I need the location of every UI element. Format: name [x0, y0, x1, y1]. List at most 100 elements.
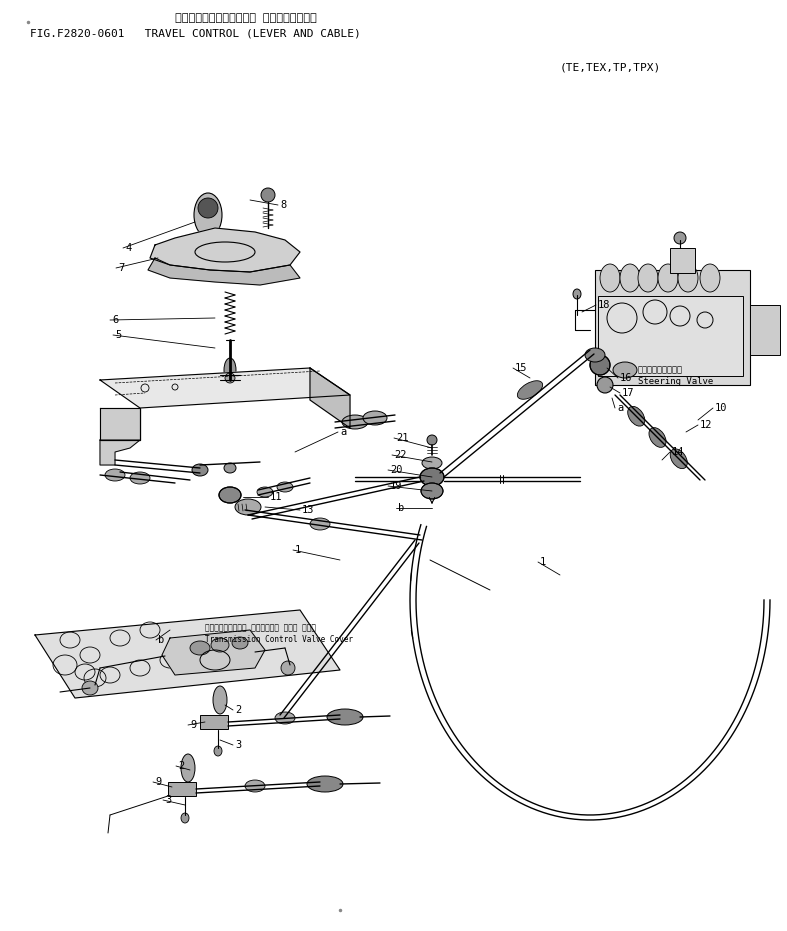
Bar	[670, 248, 695, 273]
Polygon shape	[162, 630, 265, 675]
Ellipse shape	[310, 518, 330, 530]
Ellipse shape	[590, 355, 610, 375]
Polygon shape	[310, 368, 350, 428]
Text: 14: 14	[672, 447, 685, 457]
Ellipse shape	[628, 407, 645, 426]
Bar	[595, 270, 750, 385]
Ellipse shape	[342, 415, 368, 429]
Ellipse shape	[130, 472, 150, 484]
Text: ステアリングバルブ: ステアリングバルブ	[638, 366, 683, 374]
Ellipse shape	[421, 483, 443, 499]
Text: 1: 1	[295, 545, 301, 555]
Text: Transmission Control Valve Cover: Transmission Control Valve Cover	[205, 636, 353, 644]
Ellipse shape	[613, 362, 637, 378]
Bar	[168, 782, 196, 796]
Text: (TE,TEX,TP,TPX): (TE,TEX,TP,TPX)	[560, 63, 661, 73]
Ellipse shape	[277, 482, 293, 492]
Text: a: a	[617, 403, 623, 413]
Ellipse shape	[105, 469, 125, 481]
Text: a: a	[340, 427, 346, 437]
Text: ソワコントロール（レバー オヨビケーブル）: ソワコントロール（レバー オヨビケーブル）	[175, 13, 316, 23]
Text: 6: 6	[112, 315, 118, 325]
Ellipse shape	[245, 780, 265, 792]
Text: b: b	[158, 635, 164, 645]
Text: 3: 3	[165, 795, 172, 805]
Ellipse shape	[198, 198, 218, 218]
Polygon shape	[100, 368, 350, 408]
Bar	[750, 305, 780, 355]
Text: 1: 1	[540, 557, 546, 567]
Ellipse shape	[211, 638, 229, 652]
Ellipse shape	[420, 468, 444, 486]
Text: 20: 20	[390, 465, 402, 475]
Ellipse shape	[257, 487, 273, 497]
Ellipse shape	[585, 348, 605, 362]
Ellipse shape	[219, 487, 241, 503]
Ellipse shape	[671, 449, 687, 468]
Text: FIG.F2820-0601   TRAVEL CONTROL (LEVER AND CABLE): FIG.F2820-0601 TRAVEL CONTROL (LEVER AND…	[30, 28, 360, 38]
Text: 9: 9	[190, 720, 196, 730]
Text: 2: 2	[235, 705, 242, 715]
Text: 12: 12	[700, 420, 712, 430]
Ellipse shape	[658, 264, 678, 292]
Ellipse shape	[573, 289, 581, 299]
Ellipse shape	[638, 264, 658, 292]
Ellipse shape	[327, 709, 363, 725]
Ellipse shape	[620, 264, 640, 292]
Ellipse shape	[649, 427, 666, 448]
Ellipse shape	[700, 264, 720, 292]
Text: 22: 22	[394, 450, 407, 460]
Ellipse shape	[235, 499, 261, 515]
Ellipse shape	[225, 373, 235, 383]
Ellipse shape	[214, 746, 222, 756]
Polygon shape	[35, 610, 340, 698]
Polygon shape	[148, 258, 300, 285]
Text: 3: 3	[235, 740, 242, 750]
Text: トランスミッション コントロール バルブ カバー: トランスミッション コントロール バルブ カバー	[205, 624, 316, 632]
Ellipse shape	[281, 661, 295, 675]
Ellipse shape	[194, 193, 222, 237]
Text: 16: 16	[620, 373, 633, 383]
Bar	[200, 715, 228, 729]
Ellipse shape	[181, 813, 189, 823]
Ellipse shape	[307, 776, 343, 792]
Text: 18: 18	[598, 300, 611, 310]
Ellipse shape	[192, 464, 208, 476]
Ellipse shape	[181, 754, 195, 782]
Text: Steering Valve: Steering Valve	[638, 377, 713, 386]
Ellipse shape	[674, 232, 686, 244]
Polygon shape	[100, 440, 140, 465]
Text: 19: 19	[390, 481, 402, 491]
Ellipse shape	[597, 377, 613, 393]
Text: 13: 13	[302, 505, 315, 515]
Text: 11: 11	[270, 492, 283, 502]
Ellipse shape	[213, 686, 227, 714]
Ellipse shape	[275, 712, 295, 724]
Text: 8: 8	[280, 200, 286, 210]
Ellipse shape	[363, 411, 387, 425]
Ellipse shape	[224, 358, 236, 382]
Ellipse shape	[261, 188, 275, 202]
Text: 9: 9	[155, 777, 161, 787]
Text: 2: 2	[178, 761, 184, 771]
Ellipse shape	[517, 381, 542, 399]
Polygon shape	[150, 228, 300, 272]
Ellipse shape	[224, 463, 236, 473]
Text: 5: 5	[115, 330, 121, 340]
Ellipse shape	[190, 641, 210, 655]
Text: 15: 15	[515, 363, 527, 373]
Bar	[598, 296, 743, 376]
Ellipse shape	[82, 681, 98, 695]
Text: 10: 10	[715, 403, 727, 413]
Ellipse shape	[427, 435, 437, 445]
Polygon shape	[100, 408, 140, 440]
Text: 7: 7	[118, 263, 124, 273]
Text: 17: 17	[622, 388, 634, 398]
Text: b: b	[398, 503, 405, 513]
Text: 21: 21	[396, 433, 408, 443]
Ellipse shape	[422, 457, 442, 469]
Text: 4: 4	[125, 243, 131, 253]
Ellipse shape	[678, 264, 698, 292]
Ellipse shape	[600, 264, 620, 292]
Ellipse shape	[232, 637, 248, 649]
